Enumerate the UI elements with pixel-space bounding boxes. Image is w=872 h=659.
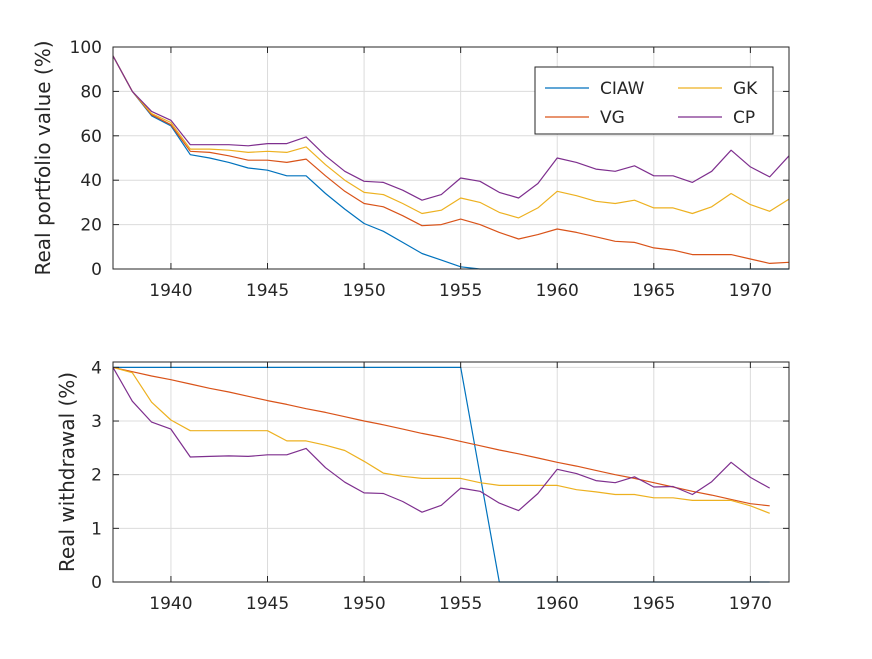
- x-tick-label: 1945: [246, 594, 289, 614]
- y-tick-label: 0: [91, 573, 102, 593]
- y-tick-label: 100: [70, 38, 102, 58]
- legend-label-vg: VG: [600, 108, 625, 128]
- y-tick-label: 0: [91, 260, 102, 280]
- y-tick-label: 80: [80, 82, 102, 102]
- x-tick-label: 1940: [149, 594, 192, 614]
- y-tick-label: 4: [91, 358, 102, 378]
- x-tick-label: 1960: [536, 281, 579, 301]
- withdrawal-axes-frame: [112, 361, 790, 583]
- y-tick-label: 60: [80, 127, 102, 147]
- x-tick-label: 1965: [632, 281, 675, 301]
- x-tick-label: 1950: [342, 594, 385, 614]
- legend-label-ciaw: CIAW: [600, 79, 645, 99]
- withdrawal-ticks: 1940 1945 1950 1955 1960 1965 1970 0 1 2 3 4: [91, 358, 789, 614]
- x-tick-label: 1955: [439, 594, 482, 614]
- y-tick-label: 3: [91, 412, 102, 432]
- x-tick-label: 1965: [632, 594, 675, 614]
- legend: CIAW GK VG CP: [534, 66, 774, 135]
- y-tick-label: 1: [91, 519, 102, 539]
- withdrawal-y-axis-label: Real withdrawal (%): [55, 372, 79, 572]
- series-line-vg: [112, 55, 790, 264]
- series-line-vg: [112, 366, 770, 507]
- y-tick-label: 2: [91, 466, 102, 486]
- legend-label-cp: CP: [733, 108, 755, 128]
- y-tick-label: 20: [80, 216, 102, 236]
- x-tick-label: 1950: [342, 281, 385, 301]
- series-line-cp: [112, 55, 790, 201]
- x-tick-label: 1970: [729, 594, 772, 614]
- series-line-gk: [112, 366, 770, 514]
- x-tick-label: 1940: [149, 281, 192, 301]
- x-tick-label: 1960: [536, 594, 579, 614]
- portfolio-axes-frame: [112, 46, 790, 270]
- x-tick-label: 1970: [729, 281, 772, 301]
- portfolio-ticks: 1940 1945 1950 1955 1960 1965 1970 0 20 40 60 80 100: [70, 38, 789, 301]
- x-tick-label: 1955: [439, 281, 482, 301]
- legend-label-gk: GK: [733, 79, 758, 99]
- series-line-gk: [112, 55, 790, 219]
- portfolio-value-panel: 1940 1945 1950 1955 1960 1965 1970 0 20 40 60 80 100…: [31, 38, 790, 301]
- legend-box: [534, 66, 774, 135]
- x-tick-label: 1945: [246, 281, 289, 301]
- withdrawal-panel: 1940 1945 1950 1955 1960 1965 1970 0 1 2 3 4 Real w…: [55, 358, 790, 614]
- portfolio-y-axis-label: Real portfolio value (%): [31, 40, 55, 275]
- series-line-cp: [112, 367, 770, 513]
- y-tick-label: 40: [80, 171, 102, 191]
